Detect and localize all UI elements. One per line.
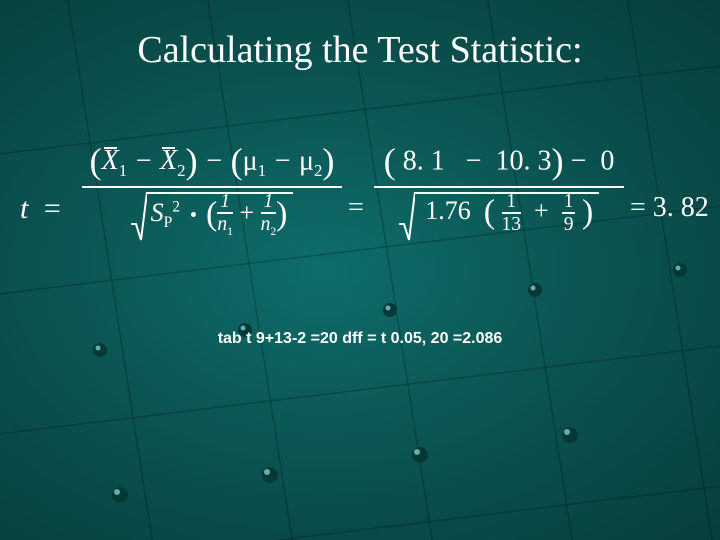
numerator-symbolic: (X1 − X2) − (μ1 − μ2)	[82, 140, 342, 182]
xbar-1: X	[102, 145, 119, 177]
formula-fraction-symbolic: (X1 − X2) − (μ1 − μ2) SP2 (1n1 + 1n2)	[82, 140, 342, 237]
formula-fraction-numeric: ( 8. 1 − 10. 3) − 0 1.76 ( 113 + 19 )	[374, 140, 624, 234]
mu-2: μ	[299, 145, 314, 176]
denominator-numeric: 1.76 ( 113 + 19 )	[399, 192, 599, 234]
sqrt-icon	[399, 192, 415, 242]
sqrt-icon	[131, 192, 147, 242]
var-S: S	[151, 198, 164, 227]
result: = 3. 82	[630, 192, 709, 224]
formula: t = (X1 − X2) − (μ1 − μ2) SP2 (1n1	[20, 140, 700, 320]
var-t: t	[20, 192, 28, 225]
fraction-bar-1	[82, 186, 342, 188]
denominator-symbolic: SP2 (1n1 + 1n2)	[131, 192, 294, 237]
numerator-numeric: ( 8. 1 − 10. 3) − 0	[374, 140, 624, 182]
equals-1: =	[44, 192, 61, 225]
mu-1: μ	[243, 145, 258, 176]
footnote: tab t 9+13-2 =20 dff = t 0.05, 20 =2.086	[0, 330, 720, 348]
dot-icon	[191, 212, 196, 217]
fraction-bar-2	[374, 186, 624, 188]
t-value: 3. 82	[653, 192, 709, 223]
t-equals: t =	[20, 192, 61, 226]
equals-2: =	[348, 192, 364, 224]
xbar-2: X	[160, 145, 177, 177]
pooled-variance: 1.76	[425, 196, 471, 225]
slide-title: Calculating the Test Statistic:	[0, 28, 720, 72]
